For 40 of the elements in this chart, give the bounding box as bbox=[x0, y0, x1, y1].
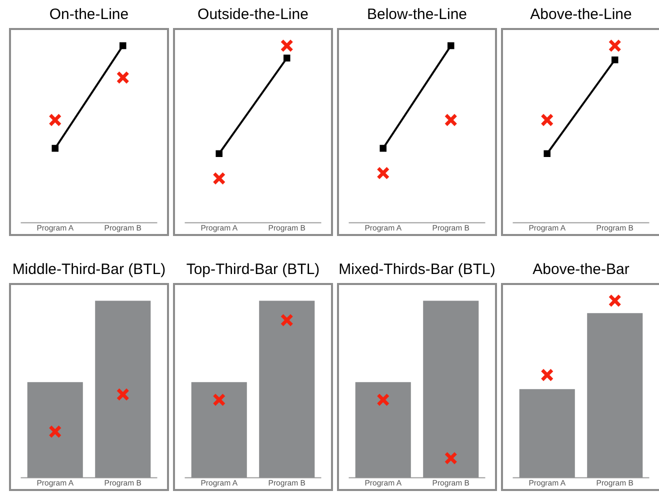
point bbox=[280, 39, 294, 52]
x-tick-label: Program B bbox=[268, 223, 306, 232]
point bbox=[447, 42, 454, 50]
chart-title: Outside-the-Line bbox=[196, 5, 310, 25]
chart-title: Above-the-Line bbox=[529, 5, 633, 25]
point bbox=[116, 70, 130, 84]
point bbox=[52, 144, 59, 152]
x-tick-label: Program B bbox=[596, 478, 634, 488]
point bbox=[212, 172, 226, 185]
x-tick-label: Program A bbox=[36, 478, 74, 488]
x-tick-label: Program A bbox=[364, 478, 402, 488]
chart-title: On-the-Line bbox=[48, 5, 130, 25]
point bbox=[376, 166, 390, 180]
x-tick-label: Program B bbox=[104, 478, 142, 488]
point bbox=[544, 150, 551, 158]
x-tick-label: Program A bbox=[200, 478, 238, 488]
x-tick-label: Program B bbox=[104, 223, 142, 232]
x-tick-label: Program B bbox=[432, 478, 470, 488]
point bbox=[216, 150, 223, 158]
x-tick-label: Program A bbox=[36, 223, 74, 232]
chart-title: Above-the-Bar bbox=[532, 260, 630, 280]
x-tick-label: Program B bbox=[596, 223, 634, 232]
point bbox=[540, 113, 554, 127]
point bbox=[283, 54, 290, 62]
x-tick-label: Program B bbox=[268, 478, 306, 488]
x-tick-label: Program A bbox=[364, 223, 402, 232]
x-tick-label: Program A bbox=[528, 223, 566, 232]
point bbox=[119, 42, 126, 50]
chart-title: Below-the-Line bbox=[366, 5, 468, 25]
chart-title: Mixed-Thirds-Bar (BTL) bbox=[338, 260, 496, 280]
point bbox=[444, 113, 458, 127]
point bbox=[380, 144, 387, 152]
chart-title: Middle-Third-Bar (BTL) bbox=[11, 260, 167, 280]
x-tick-label: Program A bbox=[528, 478, 566, 488]
chart-title: Top-Third-Bar (BTL) bbox=[185, 260, 321, 280]
x-tick-label: Program A bbox=[200, 223, 238, 232]
x-tick-label: Program B bbox=[432, 223, 470, 232]
point bbox=[48, 113, 62, 127]
point bbox=[611, 56, 618, 64]
point bbox=[608, 39, 622, 52]
